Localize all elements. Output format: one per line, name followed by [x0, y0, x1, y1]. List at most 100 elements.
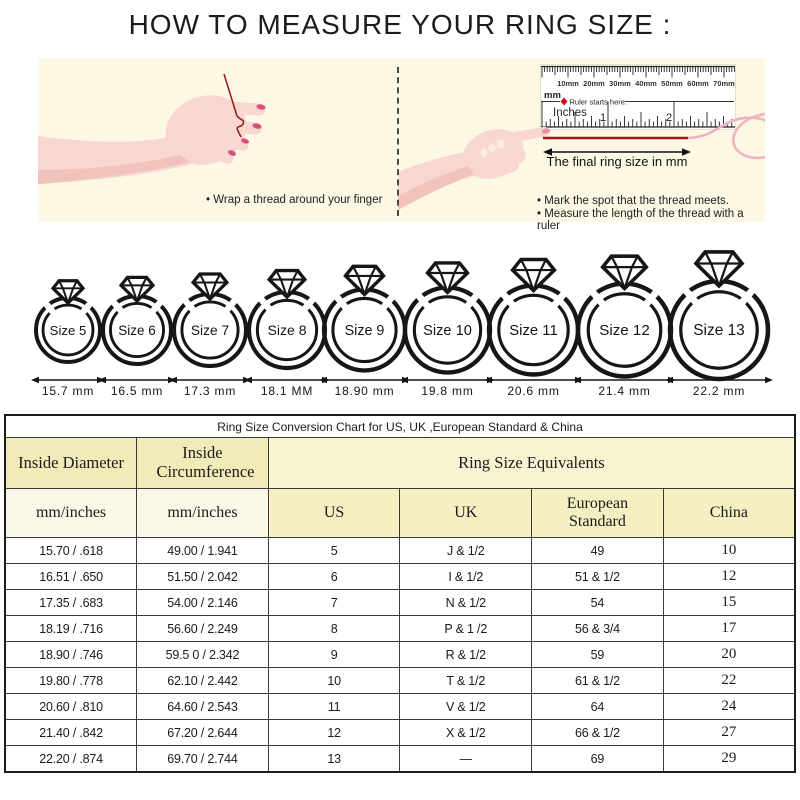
- svg-text:70mm: 70mm: [713, 79, 735, 88]
- table-cell: 62.10 / 2.442: [136, 667, 269, 694]
- ring-size-label: Size 10: [423, 323, 472, 339]
- ring-diagram: Size 10 19.8 mm: [399, 261, 495, 398]
- table-cell: 51 & 1/2: [531, 563, 664, 590]
- ring-inner-circle: [586, 292, 662, 368]
- diamond-icon: [190, 272, 230, 302]
- table-cell: 18.90 / .746: [4, 641, 138, 668]
- svg-text:60mm: 60mm: [687, 79, 709, 88]
- ring-diameter-label: 16.5 mm: [111, 384, 163, 398]
- subheader-european-standard: European Standard: [531, 488, 664, 538]
- table-row: 18.90 / .746 59.5 0 / 2.342 9 R & 1/2 59 20: [4, 641, 796, 668]
- ring-inner-circle: [679, 290, 759, 370]
- table-cell: 6: [267, 563, 401, 590]
- thread-line: [223, 73, 245, 138]
- ring-size-row: Size 5 15.7 mm Size 6 16.5 mm: [0, 240, 800, 410]
- ring-size-label: Size 5: [50, 323, 87, 338]
- ring-diagram: Size 5 15.7 mm: [31, 279, 105, 398]
- table-cell: 10: [662, 537, 796, 564]
- ring-inner-circle: [180, 300, 240, 360]
- table-cell: 64: [531, 693, 664, 720]
- table-cell: 54.00 / 2.146: [136, 589, 269, 616]
- table-cell: 56 & 3/4: [531, 615, 664, 642]
- header-inside-circumference-text: Inside Circumference: [156, 443, 255, 481]
- ruler-start-note: Ruler starts here.: [570, 98, 628, 107]
- ruler-start-marker-icon: [560, 97, 568, 106]
- right-arrowhead-icon: [682, 148, 691, 156]
- table-group-header-row: Inside Diameter Inside Circumference Rin…: [4, 437, 796, 489]
- diameter-arrow: [665, 376, 773, 384]
- table-cell: 8: [267, 615, 401, 642]
- table-cell: 67.20 / 2.644: [136, 719, 269, 746]
- subheader-diameter-units: mm/inches: [4, 488, 138, 538]
- ring-size-label: Size 8: [268, 322, 307, 338]
- table-cell: 22.20 / .874: [4, 745, 138, 773]
- ring-inner-circle: [496, 293, 570, 367]
- ring-size-label: Size 9: [344, 323, 384, 339]
- ring-size-label: Size 12: [599, 322, 650, 339]
- svg-text:50mm: 50mm: [661, 79, 683, 88]
- ring-size-label: Size 7: [191, 323, 229, 338]
- ruler-illustration: 10mm 20mm 30mm 40mm 50mm 60mm 70mm mm Ru…: [540, 64, 736, 130]
- header-inside-diameter: Inside Diameter: [4, 437, 138, 489]
- ring-size-label: Size 11: [509, 323, 558, 339]
- table-cell: 5: [267, 537, 401, 564]
- ring-diagram: Size 7 17.3 mm: [169, 272, 251, 398]
- subheader-china: China: [662, 488, 796, 538]
- left-arrowhead-icon: [543, 148, 552, 156]
- table-cell: 10: [267, 667, 401, 694]
- ring-inner-circle: [412, 295, 482, 365]
- table-cell: 54: [531, 589, 664, 616]
- svg-text:2: 2: [666, 112, 672, 124]
- table-cell: 56.60 / 2.249: [136, 615, 269, 642]
- table-cell: 49.00 / 1.941: [136, 537, 269, 564]
- table-row: 16.51 / .650 51.50 / 2.042 6 I & 1/2 51 & 1/…: [4, 563, 796, 590]
- diamond-icon: [50, 279, 86, 306]
- ring-inner-circle: [330, 296, 398, 364]
- header-ring-size-equivalents: Ring Size Equivalents: [267, 437, 796, 489]
- table-cell: 64.60 / 2.543: [136, 693, 269, 720]
- diameter-arrow: [31, 376, 105, 384]
- ring-size-label: Size 6: [118, 323, 155, 338]
- ring-diameter-label: 20.6 mm: [507, 384, 559, 398]
- pointing-hand-illustration: [398, 126, 551, 210]
- step-mark-spot: • Mark the spot that the thread meets.: [537, 195, 729, 207]
- ruler-ticks: [541, 66, 735, 127]
- step-measure-length: • Measure the length of the thread with …: [537, 207, 744, 233]
- table-cell: 15.70 / .618: [4, 537, 138, 564]
- ring-inner-circle: [255, 298, 319, 362]
- table-cell: 18.19 / .716: [4, 615, 138, 642]
- ring-diameter-label: 15.7 mm: [42, 384, 94, 398]
- table-cell: 24: [662, 693, 796, 720]
- table-cell: 11: [267, 693, 401, 720]
- table-row: 22.20 / .874 69.70 / 2.744 13—69 29: [4, 745, 796, 773]
- diamond-icon: [118, 275, 156, 304]
- svg-text:40mm: 40mm: [635, 79, 657, 88]
- svg-text:20mm: 20mm: [583, 79, 605, 88]
- table-cell: 17: [662, 615, 796, 642]
- ring-diagram: Size 13 22.2 mm: [665, 250, 773, 398]
- table-cell: 12: [662, 563, 796, 590]
- header-inside-circumference: Inside Circumference: [136, 437, 269, 489]
- diameter-arrow: [169, 376, 251, 384]
- table-cell: —: [399, 745, 533, 773]
- table-cell: 13: [267, 745, 401, 773]
- table-cell: 22: [662, 667, 796, 694]
- measurement-overlay: [543, 112, 765, 160]
- table-cell: 59.5 0 / 2.342: [136, 641, 269, 668]
- subheader-circumference-units: mm/inches: [136, 488, 269, 538]
- table-subheader-row: mm/inches mm/inches US UK European Stand…: [4, 488, 796, 538]
- ring-diameter-label: 22.2 mm: [693, 384, 745, 398]
- table-cell: 19.80 / .778: [4, 667, 138, 694]
- table-cell: 29: [662, 745, 796, 773]
- table-cell: 59: [531, 641, 664, 668]
- table-row: 19.80 / .778 62.10 / 2.442 10 T & 1/2 61 & 1…: [4, 667, 796, 694]
- table-cell: 20: [662, 641, 796, 668]
- ring-size-conversion-table: Ring Size Conversion Chart for US, UK ,E…: [4, 414, 796, 773]
- table-cell: 16.51 / .650: [4, 563, 138, 590]
- svg-text:30mm: 30mm: [609, 79, 631, 88]
- diamond-icon: [509, 257, 557, 293]
- table-row: 15.70 / .618 49.00 / 1.941 5 J & 1/2 49 10: [4, 537, 796, 564]
- table-cell: T & 1/2: [399, 667, 533, 694]
- table-cell: 61 & 1/2: [531, 667, 664, 694]
- table-cell: P & 1 /2: [399, 615, 533, 642]
